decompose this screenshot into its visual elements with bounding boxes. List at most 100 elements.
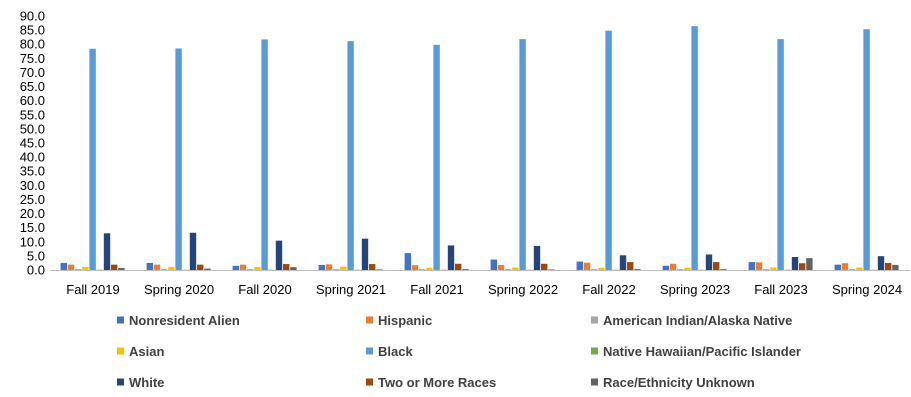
bar bbox=[627, 262, 634, 270]
y-tick-label: 20.0 bbox=[20, 206, 45, 221]
x-tick-label: Spring 2023 bbox=[660, 282, 730, 297]
y-tick-label: 45.0 bbox=[20, 136, 45, 151]
y-tick-label: 70.0 bbox=[20, 65, 45, 80]
bar bbox=[318, 264, 325, 270]
legend-label: Native Hawaiian/Pacific Islander bbox=[603, 344, 801, 359]
bar bbox=[806, 258, 813, 270]
bar bbox=[598, 267, 605, 270]
bar bbox=[791, 257, 799, 270]
bar bbox=[333, 269, 340, 270]
bar bbox=[763, 269, 770, 270]
bar bbox=[426, 267, 433, 270]
legend-label: Hispanic bbox=[378, 313, 432, 328]
x-tick-label: Fall 2022 bbox=[582, 282, 635, 297]
y-tick-label: 40.0 bbox=[20, 150, 45, 165]
bar bbox=[519, 39, 526, 270]
bar bbox=[849, 269, 856, 270]
bar bbox=[634, 269, 641, 270]
bar bbox=[239, 264, 247, 270]
bar bbox=[369, 264, 376, 270]
bar bbox=[175, 48, 182, 271]
bar bbox=[705, 254, 713, 270]
bar bbox=[755, 262, 763, 270]
bar bbox=[777, 39, 784, 270]
bar bbox=[576, 261, 583, 270]
bar bbox=[583, 262, 591, 270]
bar bbox=[254, 266, 261, 270]
bar bbox=[204, 268, 211, 270]
bar bbox=[691, 26, 698, 270]
legend-label: Nonresident Alien bbox=[129, 313, 240, 328]
bar bbox=[720, 269, 727, 270]
bar bbox=[67, 264, 75, 270]
x-tick-label: Spring 2020 bbox=[144, 282, 214, 297]
y-tick-label: 55.0 bbox=[20, 107, 45, 122]
bar bbox=[770, 267, 777, 270]
y-tick-label: 80.0 bbox=[20, 37, 45, 52]
bar bbox=[247, 269, 254, 270]
bar bbox=[662, 265, 669, 270]
x-tick-label: Fall 2021 bbox=[410, 282, 463, 297]
bar bbox=[533, 246, 541, 270]
x-axis: Fall 2019 Spring 2020 Fall 2020 Spring 2021… bbox=[50, 270, 910, 297]
x-tick-label: Spring 2024 bbox=[832, 282, 902, 297]
bar bbox=[497, 264, 505, 270]
legend-label: Asian bbox=[129, 344, 164, 359]
y-tick-label: 0.0 bbox=[27, 263, 45, 278]
bar bbox=[856, 267, 863, 270]
bar bbox=[275, 240, 283, 270]
bar bbox=[161, 269, 168, 270]
legend-label: American Indian/Alaska Native bbox=[603, 313, 792, 328]
bar bbox=[347, 41, 354, 271]
legend-label: Race/Ethnicity Unknown bbox=[603, 375, 755, 390]
bar bbox=[325, 264, 333, 270]
bar bbox=[261, 39, 268, 270]
bar bbox=[111, 264, 118, 270]
y-tick-label: 15.0 bbox=[20, 220, 45, 235]
bar bbox=[419, 269, 426, 270]
bar bbox=[713, 262, 720, 270]
y-tick-label: 75.0 bbox=[20, 51, 45, 66]
bar bbox=[885, 262, 892, 270]
legend-swatch bbox=[366, 316, 373, 324]
bar bbox=[892, 264, 899, 270]
legend-swatch bbox=[366, 347, 373, 355]
bar bbox=[404, 253, 411, 270]
legend-swatch bbox=[591, 347, 598, 355]
bar bbox=[361, 238, 369, 270]
bar bbox=[841, 263, 849, 270]
bar bbox=[283, 264, 290, 270]
bar bbox=[433, 44, 440, 270]
y-tick-label: 25.0 bbox=[20, 192, 45, 207]
bar bbox=[75, 269, 82, 270]
legend-swatch bbox=[117, 347, 124, 355]
bar bbox=[605, 30, 612, 271]
bar bbox=[197, 264, 204, 270]
y-tick-label: 90.0 bbox=[20, 9, 45, 24]
bar bbox=[340, 266, 347, 270]
legend-swatch bbox=[366, 378, 373, 386]
legend: Nonresident Alien Hispanic American Indian… bbox=[117, 313, 801, 390]
bar bbox=[146, 262, 153, 270]
legend-swatch bbox=[591, 378, 598, 386]
bar bbox=[677, 269, 684, 270]
bar bbox=[411, 265, 419, 270]
bar bbox=[89, 48, 96, 270]
y-axis: 0.05.010.015.020.025.030.035.040.045.050… bbox=[20, 9, 45, 278]
x-tick-label: Spring 2021 bbox=[316, 282, 386, 297]
bar bbox=[799, 263, 806, 270]
legend-label: White bbox=[129, 375, 164, 390]
bar bbox=[505, 269, 512, 270]
legend-label: Black bbox=[378, 344, 413, 359]
bar bbox=[168, 266, 175, 270]
bar bbox=[232, 265, 239, 270]
y-tick-label: 30.0 bbox=[20, 178, 45, 193]
bar bbox=[82, 266, 89, 270]
y-tick-label: 85.0 bbox=[20, 23, 45, 38]
x-tick-label: Fall 2019 bbox=[66, 282, 119, 297]
bar bbox=[455, 263, 462, 270]
y-tick-label: 5.0 bbox=[27, 248, 45, 263]
bar bbox=[548, 269, 555, 270]
